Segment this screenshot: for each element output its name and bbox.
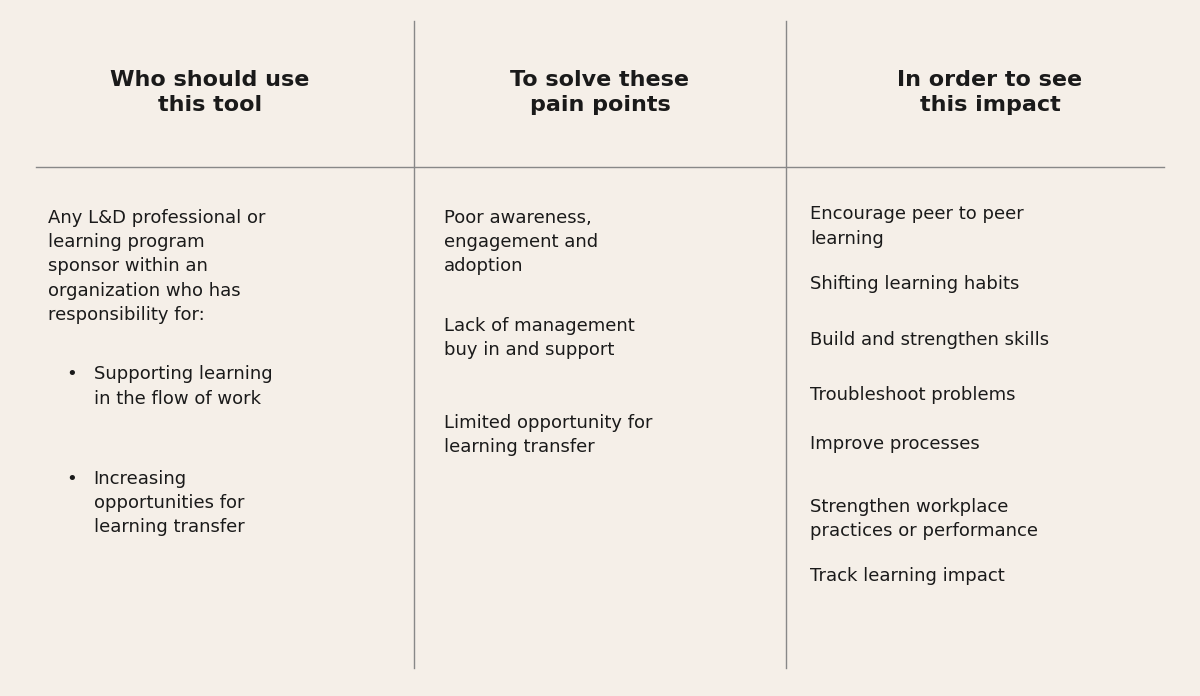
Text: Limited opportunity for
learning transfer: Limited opportunity for learning transfe… [444,414,653,457]
Text: To solve these
pain points: To solve these pain points [510,70,690,116]
Text: •: • [66,365,77,383]
Text: Who should use
this tool: Who should use this tool [110,70,310,116]
Text: Increasing
opportunities for
learning transfer: Increasing opportunities for learning tr… [94,470,245,537]
Text: Shifting learning habits: Shifting learning habits [810,275,1019,293]
Text: Troubleshoot problems: Troubleshoot problems [810,386,1015,404]
Text: In order to see
this impact: In order to see this impact [898,70,1082,116]
Text: Build and strengthen skills: Build and strengthen skills [810,331,1049,349]
Text: Improve processes: Improve processes [810,435,979,453]
Text: Encourage peer to peer
learning: Encourage peer to peer learning [810,205,1024,248]
Text: Lack of management
buy in and support: Lack of management buy in and support [444,317,635,359]
Text: Any L&D professional or
learning program
sponsor within an
organization who has
: Any L&D professional or learning program… [48,209,265,324]
Text: •: • [66,470,77,488]
Text: Supporting learning
in the flow of work: Supporting learning in the flow of work [94,365,272,408]
Text: Track learning impact: Track learning impact [810,567,1004,585]
Text: Poor awareness,
engagement and
adoption: Poor awareness, engagement and adoption [444,209,598,276]
Text: Strengthen workplace
practices or performance: Strengthen workplace practices or perfor… [810,498,1038,540]
